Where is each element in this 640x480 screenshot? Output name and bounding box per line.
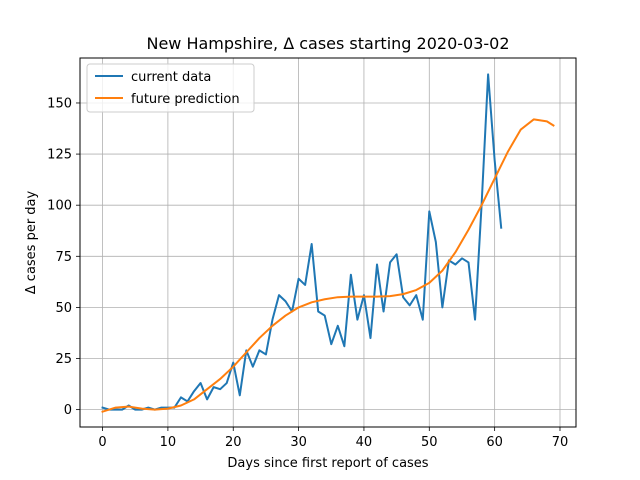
y-axis-ticks: 0 25 50 75 100 125 150 [47, 96, 80, 418]
y-tick-label: 150 [47, 96, 72, 111]
y-axis-label: Δ cases per day [24, 190, 39, 294]
legend-label-current-data: current data [131, 70, 211, 85]
x-tick-label: 40 [356, 435, 373, 450]
x-tick-label: 60 [486, 435, 503, 450]
series-layer [101, 73, 555, 413]
y-tick-label: 125 [47, 148, 72, 163]
x-tick-label: 0 [98, 435, 106, 450]
legend: current data future prediction [86, 63, 255, 113]
x-axis-label: Days since first report of cases [227, 456, 428, 471]
plot-frame [79, 57, 577, 428]
y-tick-label: 100 [47, 199, 72, 214]
legend-box [86, 63, 255, 113]
x-tick-label: 50 [421, 435, 438, 450]
x-axis-ticks: 0 10 20 30 40 50 60 70 [98, 427, 568, 450]
y-tick-label: 0 [64, 403, 72, 418]
x-tick-label: 30 [290, 435, 307, 450]
legend-label-future-prediction: future prediction [131, 92, 240, 107]
chart-title: New Hampshire, Δ cases starting 2020-03-… [146, 34, 509, 53]
series-line-future-prediction [101, 118, 555, 413]
x-tick-label: 10 [160, 435, 177, 450]
y-tick-label: 75 [55, 250, 72, 265]
y-tick-label: 50 [55, 301, 72, 316]
x-tick-label: 70 [552, 435, 569, 450]
x-tick-label: 20 [225, 435, 242, 450]
y-tick-label: 25 [55, 352, 72, 367]
